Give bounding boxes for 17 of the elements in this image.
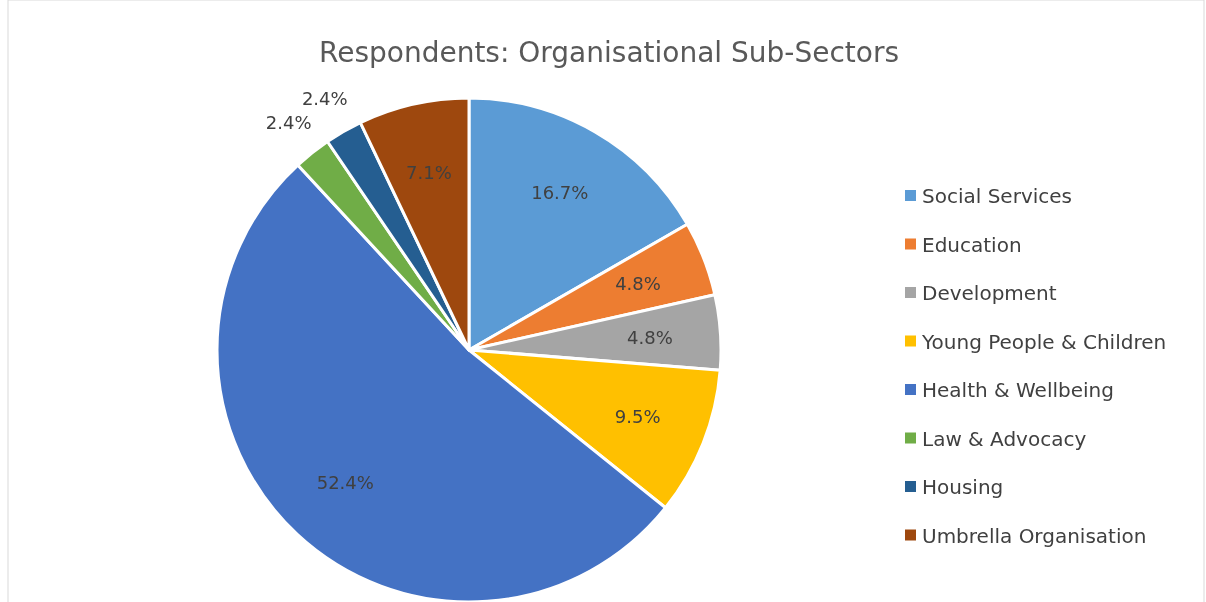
data-label: 7.1% [406, 162, 452, 184]
data-label: 52.4% [316, 472, 374, 494]
data-label: 9.5% [614, 406, 661, 428]
chart-title: Respondents: Organisational Sub-Sectors [318, 36, 900, 69]
legend-label: Young People & Children [921, 329, 1167, 354]
legend-label: Umbrella Organisation [922, 523, 1147, 548]
legend-label: Education [922, 232, 1022, 257]
data-label: 4.8% [615, 273, 661, 295]
legend-label: Housing [922, 475, 1004, 499]
data-label: 2.4% [301, 87, 348, 109]
legend-label: Law & Advocacy [922, 426, 1087, 451]
legend-label: Health & Wellbeing [922, 378, 1114, 402]
data-label: 4.8% [627, 326, 673, 348]
data-label: 16.7% [531, 182, 589, 204]
data-label: 2.4% [265, 112, 312, 134]
legend-label: Development [922, 281, 1057, 305]
legend-label: Social Services [922, 184, 1072, 208]
